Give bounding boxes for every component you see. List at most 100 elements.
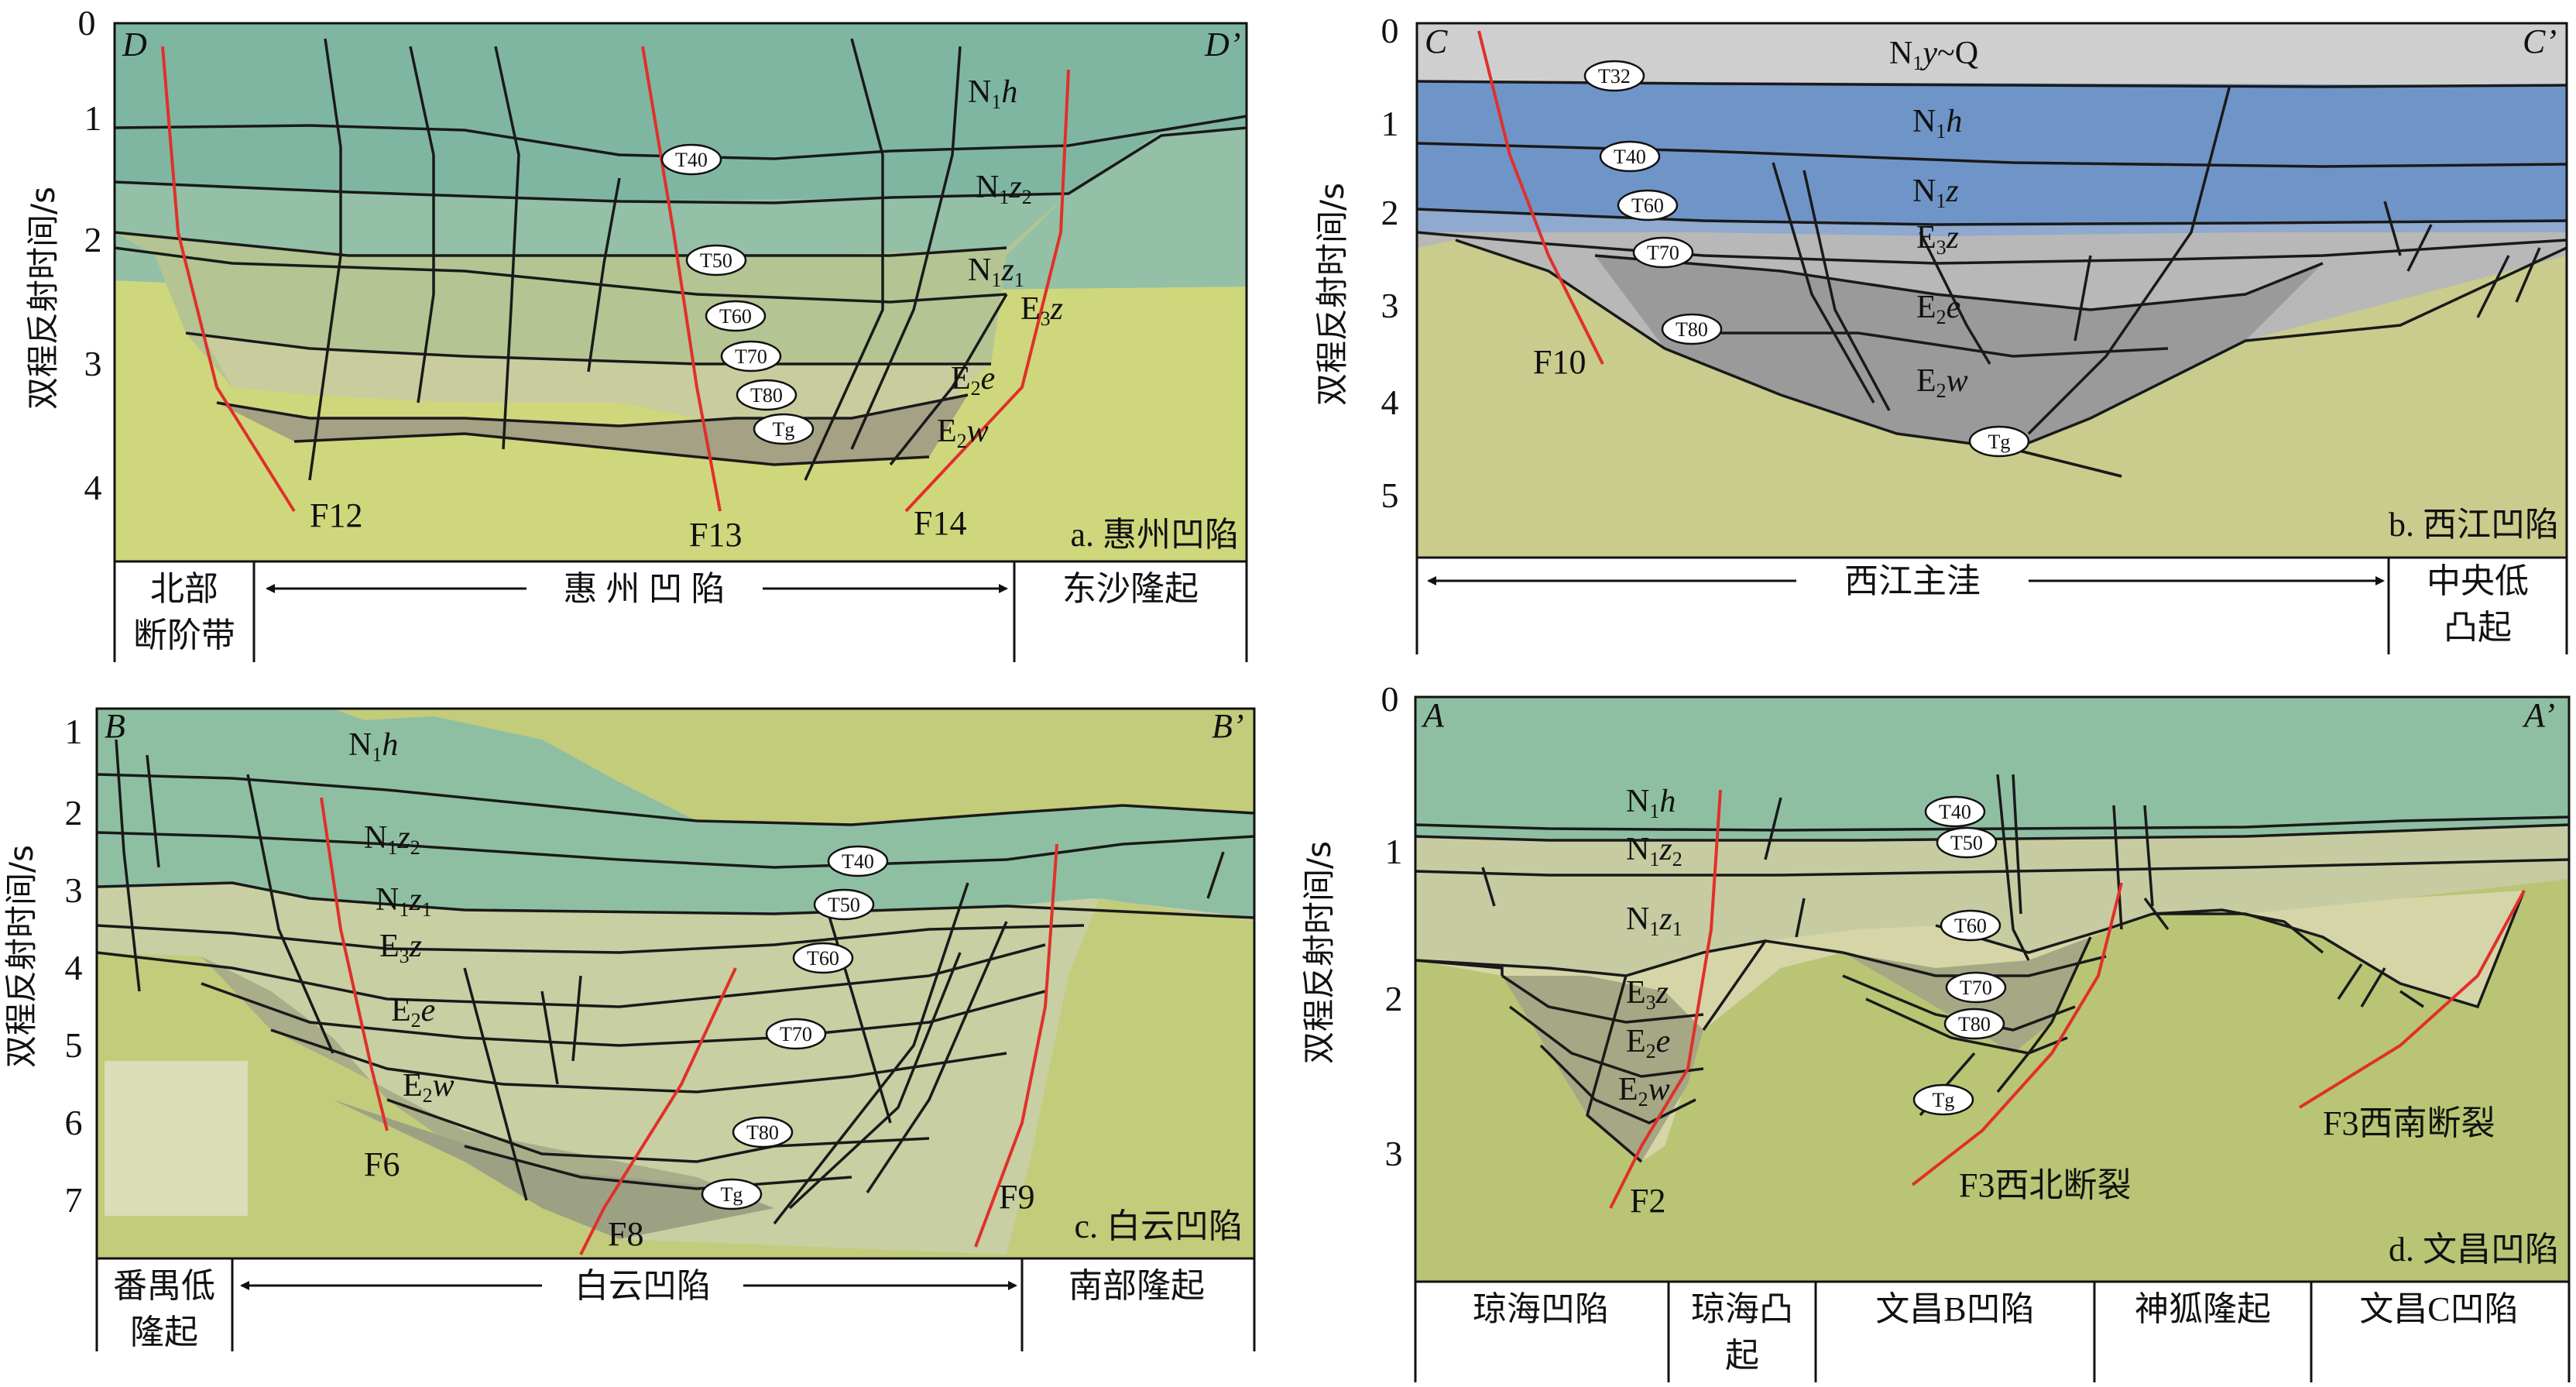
y-tick: 0: [1381, 11, 1399, 50]
horizon-marker: T40: [1924, 795, 1986, 828]
fault-label: F6: [364, 1145, 400, 1183]
horizon-marker: T60: [1617, 189, 1679, 221]
layer-label: E2e: [1626, 1024, 1670, 1063]
y-tick: 3: [1381, 286, 1399, 325]
fault-label: F2: [1630, 1182, 1665, 1220]
svg-text:Tg: Tg: [721, 1183, 743, 1206]
horizon-marker: Tg: [1968, 425, 2030, 458]
section-start-label: C: [1425, 22, 1448, 60]
y-tick: 2: [1381, 193, 1399, 232]
layer-label: N1z2: [976, 170, 1032, 208]
horizon-marker: T40: [827, 845, 889, 877]
layer-label: E3z: [1916, 220, 1959, 259]
section-end-label: A’: [2522, 696, 2555, 734]
svg-text:Tg: Tg: [1933, 1089, 1955, 1111]
structural-unit-label: 神狐隆起: [2135, 1290, 2271, 1328]
svg-text:T40: T40: [842, 850, 874, 873]
fault-label: F13: [689, 516, 742, 554]
section-start-label: A: [1421, 696, 1445, 734]
horizon-marker: Tg: [701, 1178, 763, 1210]
horizon-marker: T32: [1583, 60, 1645, 92]
section-end-label: D’: [1204, 26, 1240, 64]
layer-E2e: [201, 956, 774, 1239]
svg-text:T70: T70: [780, 1023, 812, 1045]
structural-unit-label: 番禺低: [113, 1267, 215, 1305]
y-axis-label: 双程反射时间/s: [1300, 841, 1338, 1064]
structural-unit-label: 惠 州 凹 陷: [564, 570, 725, 608]
y-tick: 1: [1381, 104, 1399, 143]
panel-a: 双程反射时间/s 0 1 2 3 4: [24, 3, 1248, 662]
structural-unit-label: 北部: [150, 570, 218, 608]
y-tick: 3: [65, 870, 83, 910]
section-start-label: D: [122, 26, 147, 64]
horizon-marker: Tg: [1912, 1083, 1974, 1116]
structural-unit-label: 凸起: [2444, 609, 2512, 647]
y-tick: 3: [1385, 1134, 1403, 1173]
structural-unit-label: 西江主洼: [1844, 562, 1981, 600]
svg-text:T60: T60: [719, 305, 752, 328]
horizon-marker: T60: [1940, 909, 2001, 942]
layer-label: N1h: [1912, 104, 1962, 142]
fault-label: F8: [608, 1215, 643, 1253]
layer-label: N1z1: [1626, 901, 1682, 940]
panel-b: 双程反射时间/s 0 1 2 3 4 5 C C’ N1y~Q N1h: [1313, 11, 2568, 654]
horizon-marker: T80: [1943, 1008, 2005, 1040]
y-tick: 1: [84, 98, 102, 138]
y-tick: 1: [1385, 832, 1403, 871]
panel-title: b. 西江凹陷: [2389, 506, 2559, 544]
y-tick: 3: [84, 344, 102, 383]
fault-label: F12: [310, 496, 362, 534]
y-tick: 0: [78, 3, 96, 43]
structural-unit-label: 东沙隆起: [1062, 570, 1199, 608]
fault-label: F3西北断裂: [1959, 1166, 2131, 1204]
layer-E2e: [1502, 976, 1703, 1162]
panel-title: c. 白云凹陷: [1074, 1207, 1243, 1245]
horizon-marker: T80: [732, 1116, 794, 1148]
layer-label: E2e: [1916, 290, 1960, 328]
layer-N1z: [1415, 825, 2569, 976]
layer-label: N1z1: [968, 252, 1024, 291]
structural-unit-label: 琼海凹陷: [1473, 1290, 1609, 1328]
panel-title: d. 文昌凹陷: [2389, 1231, 2559, 1269]
structural-unit-label: 文昌B凹陷: [1875, 1290, 2034, 1328]
fault-label: F14: [914, 504, 966, 542]
svg-text:T40: T40: [675, 149, 708, 171]
y-tick: 7: [65, 1180, 83, 1220]
layer-N1y-Q: [1417, 23, 2567, 85]
svg-text:T70: T70: [735, 345, 767, 368]
y-tick: 4: [84, 468, 102, 507]
layer-E2w: [217, 395, 968, 465]
svg-text:T70: T70: [1647, 242, 1679, 264]
layer-label: N1h: [968, 74, 1017, 113]
horizon-marker: T70: [720, 340, 782, 372]
horizon-marker: T70: [765, 1018, 827, 1050]
svg-text:T60: T60: [807, 947, 839, 970]
svg-text:T50: T50: [700, 249, 732, 272]
horizon-marker: T80: [1661, 313, 1723, 345]
svg-text:T60: T60: [1631, 194, 1664, 217]
svg-text:T40: T40: [1614, 146, 1646, 168]
svg-text:T80: T80: [750, 384, 783, 407]
layer-label: E2w: [403, 1068, 454, 1107]
layer-label: E2w: [937, 414, 989, 452]
structural-unit-label: 南部隆起: [1068, 1267, 1205, 1305]
section-end-label: B’: [1212, 707, 1244, 745]
layer-label: E2e: [951, 361, 995, 400]
structural-unit-label: 起: [1725, 1337, 1759, 1375]
horizon-marker: T60: [792, 942, 854, 974]
y-tick: 2: [65, 793, 83, 833]
layer-N1h: [97, 709, 1254, 918]
structural-unit-label: 断阶带: [133, 616, 235, 654]
layer-label: N1z2: [1626, 832, 1682, 870]
layer-label: N1z: [1912, 173, 1959, 212]
y-axis-label: 双程反射时间/s: [1313, 183, 1351, 406]
svg-text:Tg: Tg: [773, 418, 795, 441]
y-tick: 4: [65, 948, 83, 987]
svg-text:T70: T70: [1960, 977, 1992, 999]
y-tick: 0: [1381, 679, 1399, 719]
structural-unit-label: 隆起: [130, 1313, 198, 1351]
horizon-marker: T50: [1936, 826, 1998, 859]
layer-N1z: [97, 883, 1254, 1255]
panel-c: 双程反射时间/s 1 2 3 4 5 6 7: [2, 707, 1256, 1351]
